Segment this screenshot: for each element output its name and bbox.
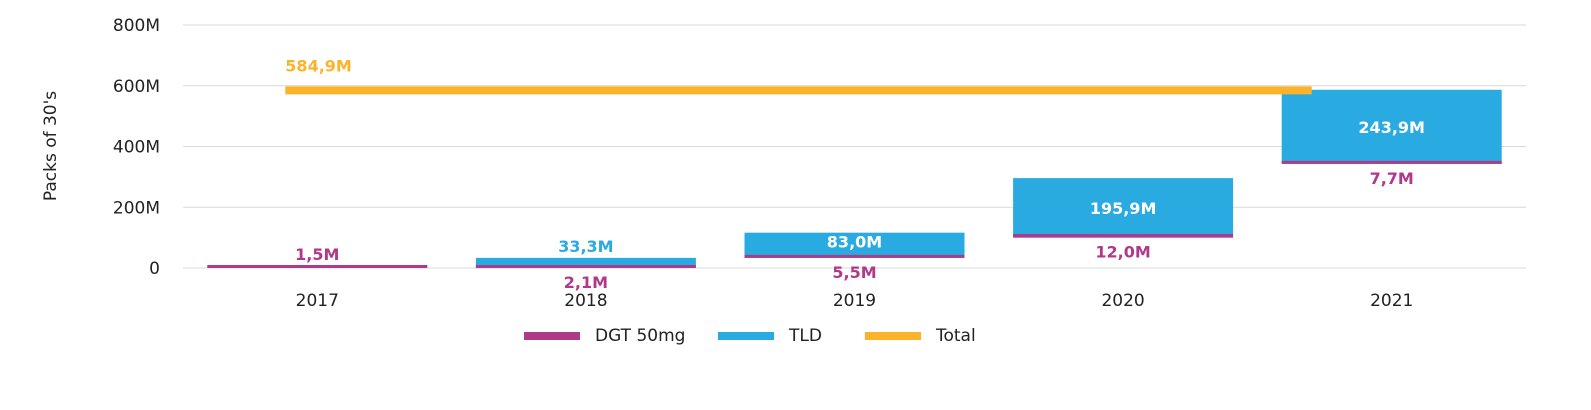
tld-label-1: 33,3M [558, 237, 613, 256]
dgt-bar-4 [1281, 160, 1502, 164]
tld-label-4: 243,9M [1358, 118, 1425, 137]
dgt-bar-1 [475, 265, 696, 268]
tld-label-2: 83,0M [827, 233, 882, 252]
data-labels: 33,3M 83,0M 195,9M 243,9M 1,5M 2,1M 5,5M 12,0M 7… [285, 56, 1425, 292]
x-tick-label-2: 2019 [833, 291, 876, 311]
y-axis-title: Packs of 30's [41, 91, 61, 201]
y-tick-label-2: 400M [113, 138, 160, 158]
legend-dgt-swatch [524, 332, 580, 340]
y-tick-label-1: 200M [113, 198, 160, 218]
dgt-bar-3 [1013, 233, 1234, 238]
legend-total-swatch [865, 332, 921, 340]
legend-dgt-label: DGT 50mg [595, 326, 685, 346]
y-tick-label-3: 600M [113, 77, 160, 97]
total-label: 584,9M [285, 56, 352, 75]
tld-bar-3 [1013, 178, 1234, 238]
dgt-bar-0 [207, 265, 428, 268]
dgt-label-3: 12,0M [1095, 243, 1150, 262]
dgt-bar-2 [744, 254, 965, 258]
x-tick-label-4: 2021 [1370, 291, 1413, 311]
dgt-label-4: 7,7M [1370, 169, 1414, 188]
x-tick-label-3: 2020 [1101, 291, 1144, 311]
y-tick-label-0: 0 [149, 259, 160, 279]
x-tick-label-0: 2017 [296, 291, 339, 311]
tld-label-3: 195,9M [1090, 199, 1157, 218]
legend-tld-label: TLD [788, 326, 822, 346]
legend: DGT 50mg TLD Total [524, 326, 976, 346]
dgt-label-1: 2,1M [564, 273, 608, 292]
y-tick-label-4: 800M [113, 16, 160, 36]
tld-bar-4 [1281, 89, 1502, 164]
x-tick-label-1: 2018 [564, 291, 607, 311]
tld-bar-1 [475, 257, 696, 268]
legend-total-label: Total [935, 326, 976, 346]
dgt-label-0: 1,5M [295, 245, 339, 264]
tld-bar-2 [744, 232, 965, 258]
bars [207, 86, 1502, 268]
dgt-label-2: 5,5M [832, 263, 876, 282]
grid-lines [183, 24, 1526, 269]
axes: 0 200M 400M 600M 800M Packs of 30's 2017 2018 20… [41, 16, 1413, 311]
legend-tld-swatch [718, 332, 774, 340]
